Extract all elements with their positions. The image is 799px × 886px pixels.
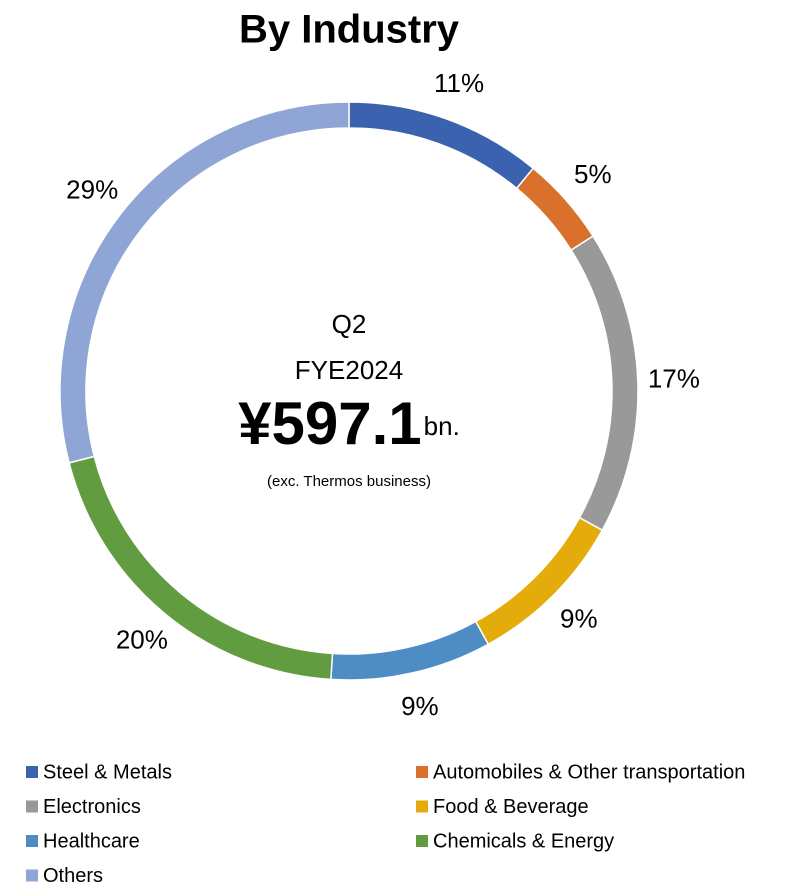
data-label: 5% bbox=[574, 159, 612, 189]
donut-segment bbox=[330, 620, 490, 681]
legend-swatch bbox=[26, 800, 38, 813]
data-label: 9% bbox=[560, 604, 598, 634]
chart-title: By Industry bbox=[239, 8, 460, 52]
center-amount: ¥597.1 bbox=[238, 390, 422, 457]
donut-segment bbox=[348, 101, 535, 190]
legend-swatch bbox=[26, 869, 38, 882]
legend-swatch bbox=[26, 766, 38, 778]
legend-label: Steel & Metals bbox=[43, 761, 172, 783]
legend-label: Food & Beverage bbox=[433, 796, 589, 818]
donut-segment bbox=[59, 101, 350, 464]
legend-label: Others bbox=[43, 865, 103, 886]
center-total: ¥597.1bn. bbox=[238, 390, 460, 457]
legend-swatch bbox=[416, 835, 428, 847]
legend-label: Healthcare bbox=[43, 830, 140, 852]
legend-label: Chemicals & Energy bbox=[433, 830, 614, 852]
data-label: 9% bbox=[401, 691, 439, 721]
data-label: 20% bbox=[116, 624, 168, 654]
center-year: FYE2024 bbox=[295, 355, 403, 385]
donut-segment bbox=[570, 235, 639, 532]
data-label: 29% bbox=[66, 175, 118, 205]
data-label: 11% bbox=[434, 68, 484, 98]
legend-swatch bbox=[26, 835, 38, 847]
legend-label: Automobiles & Other transportation bbox=[433, 761, 745, 783]
center-note: (exc. Thermos business) bbox=[267, 473, 431, 490]
center-period: Q2 bbox=[332, 309, 367, 339]
data-label: 17% bbox=[648, 364, 700, 394]
center-unit: bn. bbox=[424, 411, 460, 441]
legend-label: Electronics bbox=[43, 796, 141, 818]
legend-swatch bbox=[416, 800, 428, 813]
legend-swatch bbox=[416, 766, 428, 778]
